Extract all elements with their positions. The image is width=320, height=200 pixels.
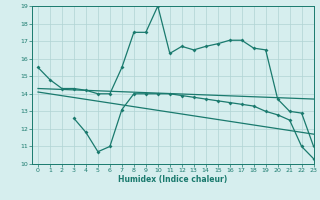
X-axis label: Humidex (Indice chaleur): Humidex (Indice chaleur) <box>118 175 228 184</box>
